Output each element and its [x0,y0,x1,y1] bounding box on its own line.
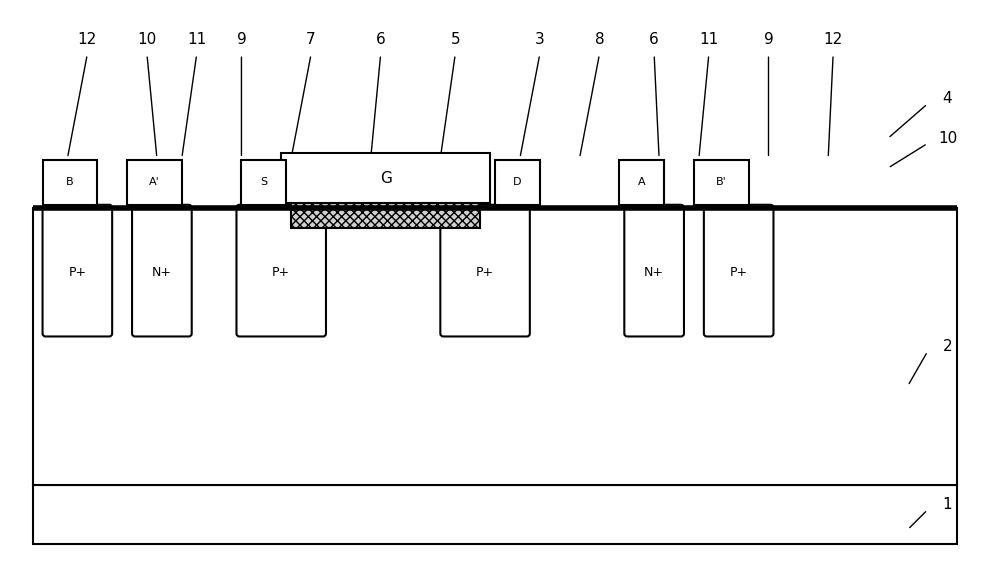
Text: 6: 6 [649,32,659,47]
FancyBboxPatch shape [619,160,664,205]
Text: 12: 12 [78,32,97,47]
FancyBboxPatch shape [33,485,957,544]
FancyBboxPatch shape [236,205,326,336]
Text: 3: 3 [535,32,545,47]
Text: 4: 4 [943,91,952,107]
Text: 2: 2 [943,339,952,354]
Text: 7: 7 [306,32,316,47]
Text: A': A' [149,177,160,188]
FancyBboxPatch shape [291,203,480,227]
FancyBboxPatch shape [281,153,490,203]
Text: 6: 6 [376,32,386,47]
Text: P+: P+ [68,265,86,278]
Text: 8: 8 [595,32,604,47]
Text: 10: 10 [938,131,957,146]
FancyBboxPatch shape [694,160,749,205]
Text: 9: 9 [764,32,773,47]
Text: 5: 5 [450,32,460,47]
Text: 11: 11 [699,32,718,47]
Text: P+: P+ [730,265,748,278]
Text: B': B' [716,177,727,188]
Text: G: G [380,171,392,185]
FancyBboxPatch shape [43,160,97,205]
Text: 1: 1 [943,497,952,513]
Text: S: S [260,177,267,188]
Text: N+: N+ [644,265,664,278]
FancyBboxPatch shape [624,205,684,336]
FancyBboxPatch shape [132,205,192,336]
FancyBboxPatch shape [33,208,957,485]
Text: P+: P+ [272,265,290,278]
FancyBboxPatch shape [495,160,540,205]
FancyBboxPatch shape [704,205,773,336]
FancyBboxPatch shape [440,205,530,336]
Text: N+: N+ [152,265,172,278]
Text: 12: 12 [824,32,843,47]
Text: D: D [513,177,522,188]
FancyBboxPatch shape [241,160,286,205]
Text: A: A [638,177,646,188]
Text: B: B [66,177,74,188]
Text: 9: 9 [237,32,246,47]
Text: P+: P+ [476,265,494,278]
FancyBboxPatch shape [127,160,182,205]
Text: 10: 10 [137,32,157,47]
Text: 11: 11 [187,32,206,47]
FancyBboxPatch shape [43,205,112,336]
